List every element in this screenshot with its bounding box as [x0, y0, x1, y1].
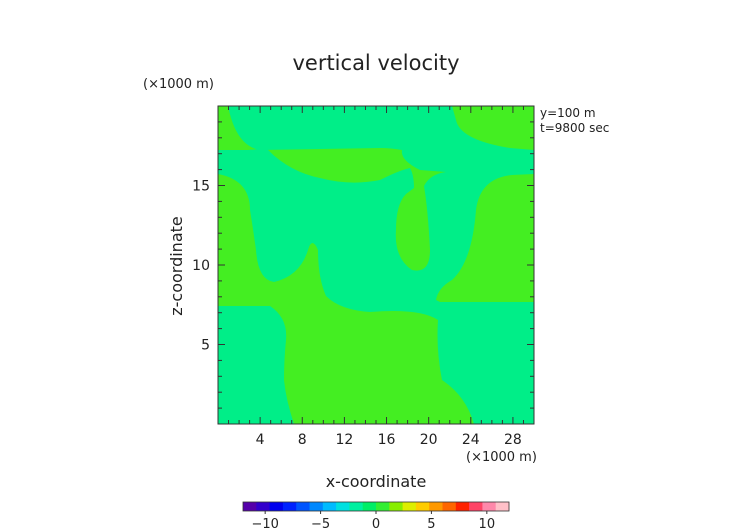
- y-tick-label: 10: [192, 258, 210, 274]
- annotation-y: y=100 m: [540, 106, 596, 120]
- colorbar-swatch: [495, 502, 510, 511]
- y-axis: 5 10 15: [192, 121, 534, 409]
- colorbar-swatch: [322, 502, 337, 511]
- colorbar-swatch: [243, 502, 257, 511]
- y-tick-label: 5: [201, 338, 210, 354]
- x-tick-label: 12: [335, 432, 353, 448]
- colorbar-tick-label: −5: [311, 517, 330, 532]
- colorbar-swatch: [309, 502, 324, 511]
- colorbar-tick-label: 5: [427, 517, 435, 532]
- x-tick-label: 28: [504, 432, 522, 448]
- colorbar-swatch: [362, 502, 377, 511]
- colorbar-swatch: [455, 502, 470, 511]
- colorbar-swatch: [469, 502, 483, 511]
- colorbar-swatch: [349, 502, 364, 511]
- x-axis-label: x-coordinate: [326, 472, 427, 491]
- colorbar-tick-label: −10: [251, 517, 278, 532]
- colorbar-swatch: [402, 502, 417, 511]
- x-tick-label: 8: [298, 432, 307, 448]
- chart-title: vertical velocity: [292, 51, 459, 75]
- x-tick-label: 24: [462, 432, 480, 448]
- x-tick-label: 20: [420, 432, 438, 448]
- colorbar-swatch: [442, 502, 457, 511]
- colorbar-swatch: [389, 502, 403, 511]
- colorbar-swatch: [429, 502, 443, 511]
- y-unit-label: (×1000 m): [143, 77, 214, 92]
- x-axis: 4 8 12 16 20 24 28: [228, 106, 524, 448]
- colorbar-swatch: [282, 502, 297, 511]
- colorbar-tick-label: 0: [372, 517, 380, 532]
- y-axis-label: z-coordinate: [167, 216, 186, 316]
- annotation-t: t=9800 sec: [540, 121, 609, 135]
- plot-area: [217, 105, 535, 425]
- colorbar-swatch: [482, 502, 497, 511]
- colorbar-swatch: [256, 502, 270, 511]
- x-tick-label: 16: [378, 432, 396, 448]
- x-unit-label: (×1000 m): [466, 450, 537, 465]
- negative-region: [218, 106, 534, 424]
- colorbar-swatch: [376, 502, 390, 511]
- colorbar-axis: −10 −5 0 5 10: [251, 511, 495, 532]
- colorbar-swatch: [336, 502, 350, 511]
- colorbar-swatch: [296, 502, 310, 511]
- colorbar: [242, 501, 510, 512]
- colorbar-swatch: [269, 502, 284, 511]
- colorbar-tick-label: 10: [479, 517, 496, 532]
- x-tick-label: 4: [256, 432, 265, 448]
- y-tick-label: 15: [192, 179, 210, 195]
- negative-region: [218, 306, 294, 424]
- colorbar-swatch: [415, 502, 430, 511]
